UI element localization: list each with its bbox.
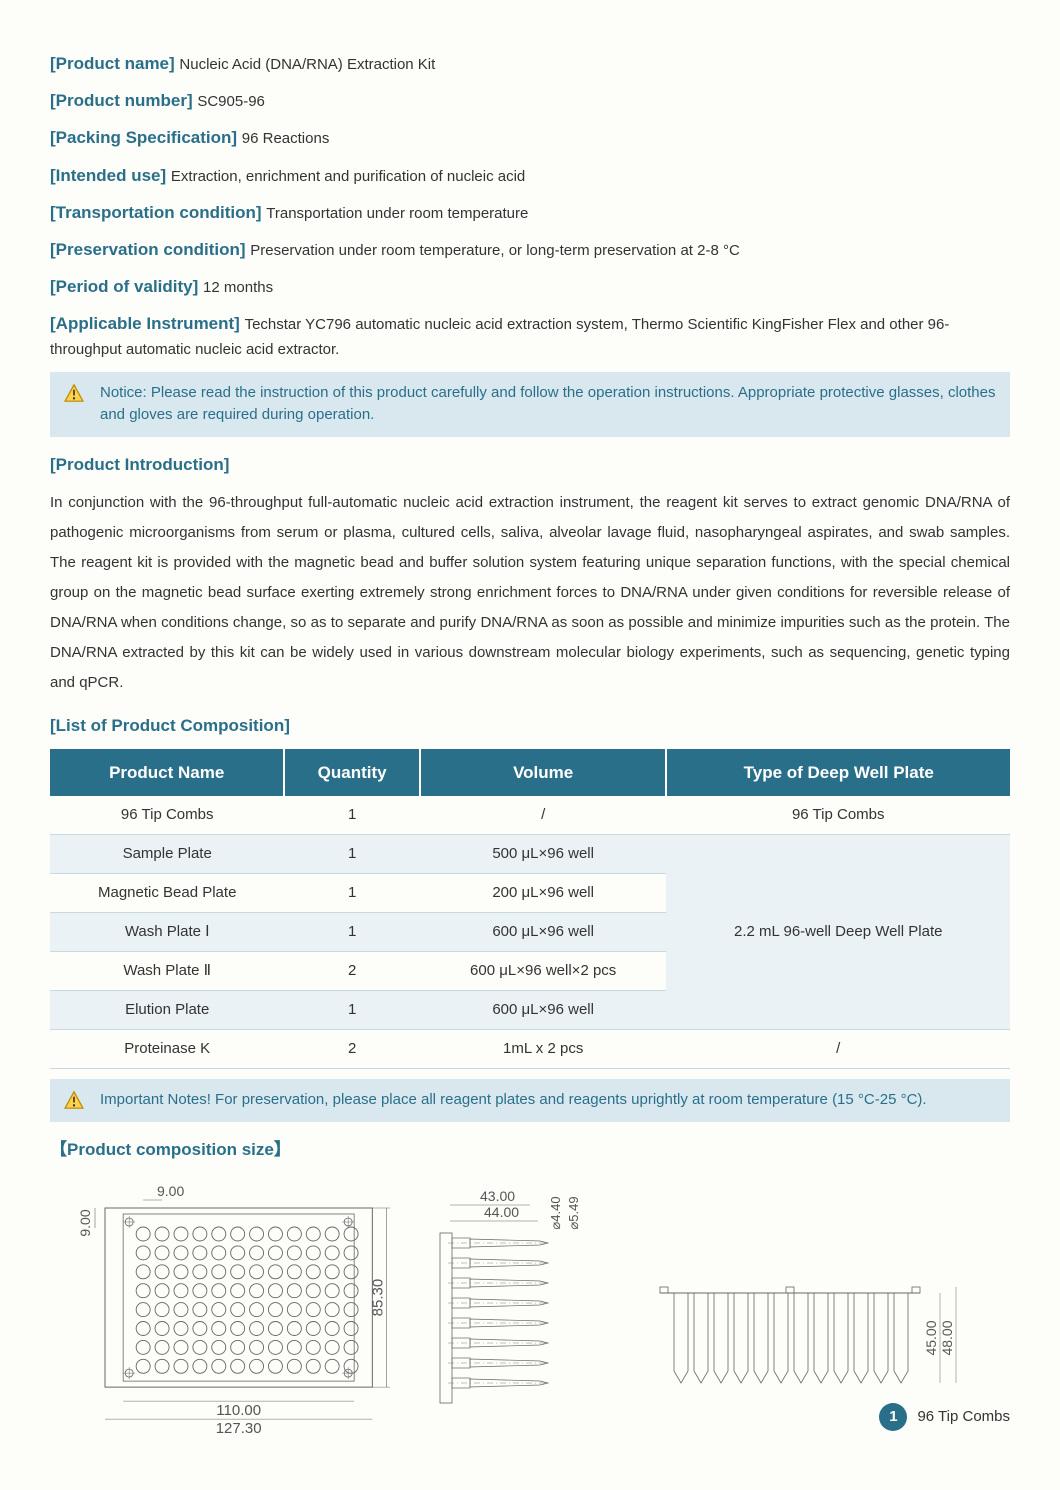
table-cell: Proteinase K (50, 1030, 284, 1069)
section-composition-header: [List of Product Composition] (50, 712, 1010, 739)
warning-icon (64, 384, 84, 402)
field-value: Preservation under room temperature, or … (250, 242, 740, 259)
table-cell: 1 (284, 874, 419, 913)
table-cell: 600 μL×96 well (420, 991, 667, 1030)
field-row: [Product number] SC905-96 (50, 87, 1010, 114)
field-row: [Intended use] Extraction, enrichment an… (50, 162, 1010, 189)
field-value: Transportation under room temperature (266, 205, 528, 222)
diagrams-row: 9.00 9.00 85.30 110.00127.30 43.0044.00 ⌀4.4… (50, 1173, 1010, 1433)
table-cell: Sample Plate (50, 835, 284, 874)
field-label: [Packing Specification] (50, 128, 242, 147)
field-label: [Intended use] (50, 166, 171, 185)
notice-text: Notice: Please read the instruction of t… (100, 382, 996, 427)
field-value: 96 Reactions (242, 130, 330, 147)
svg-text:44.00: 44.00 (484, 1204, 519, 1220)
field-value: Nucleic Acid (DNA/RNA) Extraction Kit (179, 56, 435, 73)
section-size-header: 【Product composition size】 (50, 1136, 1010, 1163)
field-label: [Applicable Instrument] (50, 314, 245, 333)
svg-text:⌀4.40: ⌀4.40 (548, 1196, 563, 1229)
field-row: [Period of validity] 12 months (50, 273, 1010, 300)
intro-text: In conjunction with the 96-throughput fu… (50, 488, 1010, 698)
notice-box: Notice: Please read the instruction of t… (50, 372, 1010, 437)
table-cell: 600 μL×96 well×2 pcs (420, 952, 667, 991)
section-intro-header: [Product Introduction] (50, 451, 1010, 478)
table-cell: 96 Tip Combs (50, 796, 284, 835)
field-value: 12 months (203, 279, 273, 296)
svg-text:9.00: 9.00 (77, 1209, 93, 1236)
svg-text:⌀5.49: ⌀5.49 (566, 1196, 581, 1229)
field-label: [Period of validity] (50, 277, 203, 296)
field-value: SC905-96 (197, 93, 265, 110)
field-label: [Preservation condition] (50, 240, 250, 259)
table-cell: 1mL x 2 pcs (420, 1030, 667, 1069)
diagram-top-view: 9.00 9.00 85.30 110.00127.30 (50, 1173, 390, 1433)
field-label: [Product name] (50, 54, 179, 73)
table-cell: Wash Plate Ⅰ (50, 913, 284, 952)
table-row: Proteinase K21mL x 2 pcs/ (50, 1030, 1010, 1069)
table-header-cell: Volume (420, 749, 667, 796)
table-cell: 1 (284, 835, 419, 874)
table-cell: 500 μL×96 well (420, 835, 667, 874)
svg-text:43.00: 43.00 (480, 1188, 515, 1204)
table-cell: 600 μL×96 well (420, 913, 667, 952)
field-row: [Preservation condition] Preservation un… (50, 236, 1010, 263)
table-header-cell: Type of Deep Well Plate (666, 749, 1010, 796)
field-label: [Product number] (50, 91, 197, 110)
field-row: [Product name] Nucleic Acid (DNA/RNA) Ex… (50, 50, 1010, 77)
table-cell: 1 (284, 991, 419, 1030)
table-cell: 200 μL×96 well (420, 874, 667, 913)
table-cell: 1 (284, 796, 419, 835)
svg-text:45.00: 45.00 (923, 1320, 939, 1355)
table-row: 96 Tip Combs1/96 Tip Combs (50, 796, 1010, 835)
table-cell: / (666, 1030, 1010, 1069)
table-header-cell: Product Name (50, 749, 284, 796)
svg-text:110.00: 110.00 (216, 1402, 261, 1419)
table-cell: Elution Plate (50, 991, 284, 1030)
field-row: [Applicable Instrument] Techstar YC796 a… (50, 310, 1010, 361)
table-cell: Wash Plate Ⅱ (50, 952, 284, 991)
table-cell: 1 (284, 913, 419, 952)
table-cell-merged: 2.2 mL 96-well Deep Well Plate (666, 835, 1010, 1030)
composition-table: Product NameQuantityVolumeType of Deep W… (50, 749, 1010, 1069)
table-cell: 96 Tip Combs (666, 796, 1010, 835)
table-header-cell: Quantity (284, 749, 419, 796)
notice-box-2: Important Notes! For preservation, pleas… (50, 1079, 1010, 1122)
svg-text:85.30: 85.30 (369, 1279, 386, 1317)
table-cell: 2 (284, 1030, 419, 1069)
field-label: [Transportation condition] (50, 203, 266, 222)
table-cell: / (420, 796, 667, 835)
field-row: [Transportation condition] Transportatio… (50, 199, 1010, 226)
svg-text:9.00: 9.00 (157, 1183, 184, 1199)
svg-text:127.30: 127.30 (216, 1420, 262, 1433)
svg-text:48.00: 48.00 (939, 1320, 955, 1355)
field-value: Extraction, enrichment and purification … (171, 168, 525, 185)
table-row: Sample Plate1500 μL×96 well2.2 mL 96-wel… (50, 835, 1010, 874)
warning-icon (64, 1091, 84, 1109)
diagram-profile-view: 45.0048.00 (650, 1263, 960, 1433)
notice-text-2: Important Notes! For preservation, pleas… (100, 1089, 927, 1112)
table-cell: 2 (284, 952, 419, 991)
field-row: [Packing Specification] 96 Reactions (50, 124, 1010, 151)
diagram-side-view: 43.0044.00 ⌀4.40⌀5.49 (420, 1183, 620, 1433)
table-cell: Magnetic Bead Plate (50, 874, 284, 913)
